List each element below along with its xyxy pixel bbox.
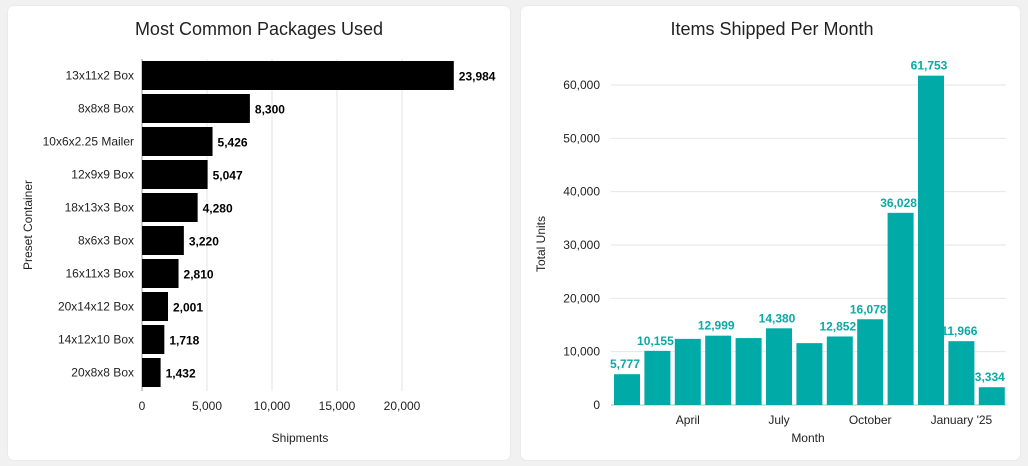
x-axis-title: Shipments [272,431,329,445]
bar [735,338,762,405]
y-tick-label: 12x9x9 Box [71,168,134,182]
bar [644,350,671,405]
y-tick-label: 16x11x3 Box [66,267,135,281]
data-label: 1,718 [169,334,199,348]
y-tick-label: 10,000 [563,345,600,359]
bar [674,338,701,405]
x-tick-label: January '25 [931,413,993,427]
y-tick-label: 8x8x8 Box [78,102,134,116]
x-axis-title: Month [791,431,824,445]
x-tick-label: 5,000 [192,399,222,413]
y-axis-title: Preset Container [21,180,35,270]
data-label: 14,380 [759,311,796,325]
data-label: 11,966 [941,324,977,338]
bar [857,319,884,405]
data-label: 61,753 [911,59,948,73]
y-tick-label: 50,000 [563,131,600,145]
y-tick-label: 20,000 [563,291,600,305]
y-tick-label: 10x6x2.25 Mailer [43,135,134,149]
chart-title: Items Shipped Per Month [670,19,873,39]
y-tick-label: 20x8x8 Box [71,366,134,380]
data-label: 5,047 [213,169,243,183]
y-tick-label: 8x6x3 Box [78,234,134,248]
bar [142,127,213,156]
y-tick-label: 13x11x2 Box [66,69,135,83]
data-label: 10,155 [637,334,674,348]
data-label: 4,280 [203,202,233,216]
y-tick-label: 60,000 [563,78,600,92]
bar [142,292,169,321]
data-label: 36,028 [880,196,917,210]
y-tick-label: 18x13x3 Box [65,201,134,215]
bar [142,193,198,222]
data-label: 3,220 [189,235,219,249]
data-label: 23,984 [459,70,496,84]
bar [142,358,161,387]
bar [796,343,823,405]
chart-title: Most Common Packages Used [135,19,383,39]
bar [142,61,454,90]
bar [142,325,165,354]
x-tick-label: October [849,413,892,427]
bar [142,94,250,123]
bar [705,335,732,405]
bar [948,341,975,405]
y-tick-label: 40,000 [563,185,600,199]
x-tick-label: 10,000 [254,399,291,413]
x-tick-label: 20,000 [384,399,421,413]
data-label: 16,078 [850,302,887,316]
x-tick-label: July [768,413,789,427]
x-tick-label: April [676,413,700,427]
data-label: 1,432 [166,367,196,381]
bar [887,212,914,405]
monthly-chart-card: Items Shipped Per Month Month Total Unit… [521,6,1020,460]
bar [918,75,944,405]
x-tick-label: 0 [139,399,146,413]
data-label: 2,810 [184,268,214,282]
bar [978,387,1005,405]
data-label: 3,334 [975,370,1005,384]
data-label: 8,300 [255,103,285,117]
y-tick-label: 0 [593,398,600,412]
bar [142,160,208,189]
bar [766,328,792,405]
bar [614,374,640,405]
x-tick-label: 15,000 [319,399,356,413]
y-tick-label: 20x14x12 Box [58,300,134,314]
bar [142,226,184,255]
data-label: 5,777 [610,357,640,371]
y-tick-label: 14x12x10 Box [58,333,134,347]
y-tick-label: 30,000 [563,238,600,252]
data-label: 2,001 [173,301,203,315]
bar [142,259,179,288]
y-axis-title: Total Units [534,216,548,272]
data-label: 12,852 [819,319,856,333]
data-label: 5,426 [218,136,248,150]
packages-chart-card: Most Common Packages Used Shipments Pres… [8,6,510,460]
bar [826,336,853,405]
monthly-chart: Items Shipped Per Month Month Total Unit… [534,19,1006,445]
packages-chart: Most Common Packages Used Shipments Pres… [21,19,496,445]
data-label: 12,999 [698,319,735,333]
